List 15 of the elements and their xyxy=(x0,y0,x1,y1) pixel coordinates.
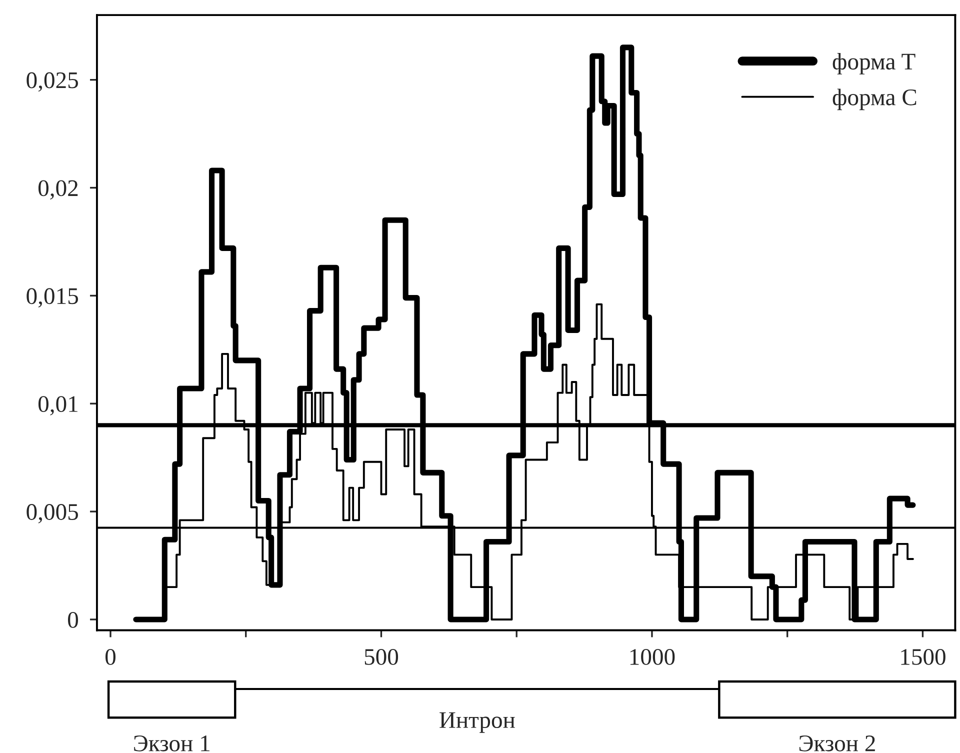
y-tick-label: 0,005 xyxy=(26,504,78,524)
y-tick-label: 0 xyxy=(68,612,78,628)
y-tick-label: 0,02 xyxy=(38,180,78,200)
y-tick-label: 0,015 xyxy=(26,288,78,308)
text: Экзон 1 xyxy=(134,736,210,752)
x-tick-label: 1000 xyxy=(630,649,675,665)
x-tick-label: 0 xyxy=(105,649,116,665)
y-tick-label: 0,01 xyxy=(38,396,78,416)
text: Экзон 2 xyxy=(799,736,875,752)
legend-label: форма T xyxy=(832,52,916,74)
y-tick-label: 0,025 xyxy=(26,72,78,92)
x-tick-label: 1500 xyxy=(901,649,946,665)
x-tick-label: 500 xyxy=(364,649,398,665)
legend-label: форма C xyxy=(832,88,916,110)
text: Интрон xyxy=(440,712,515,733)
